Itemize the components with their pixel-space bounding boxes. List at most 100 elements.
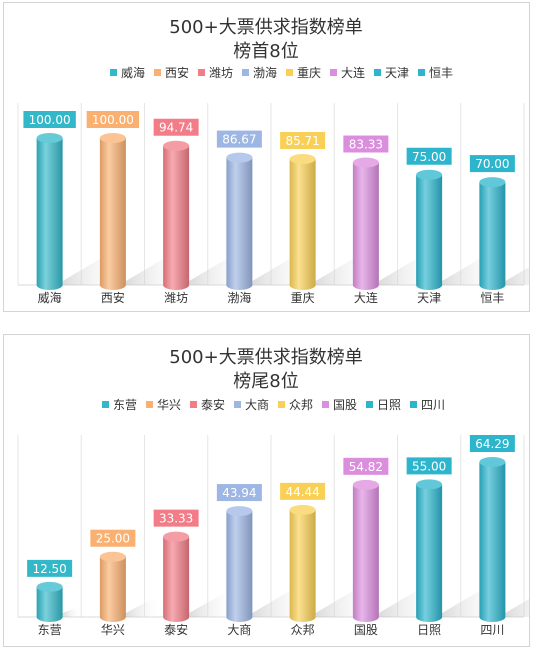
data-label-text: 75.00 (412, 150, 446, 164)
data-label-text: 70.00 (475, 157, 509, 171)
x-tick-label: 国股 (354, 623, 378, 637)
data-label-text: 94.74 (159, 121, 193, 135)
data-labels: 12.50 25.00 33.33 43.94 44.44 54.82 55.00 64.29 (27, 435, 515, 577)
legend-entry: 重庆 (297, 66, 321, 80)
data-label: 94.74 (153, 118, 199, 136)
x-tick-label: 大商 (227, 622, 251, 637)
legend-entry: 威海 (121, 65, 145, 80)
legend-entry: 大连 (341, 65, 365, 80)
chart-subtitle: 榜首8位 (233, 41, 298, 62)
bar (416, 479, 443, 622)
legend-entry: 众邦 (289, 398, 313, 412)
bar (226, 506, 253, 622)
legend-entry: 天津 (385, 66, 409, 80)
data-label-text: 44.44 (285, 485, 319, 499)
legend-swatch (146, 401, 153, 408)
legend: 威海 西安 潍坊 渤海 重庆 大连 天津 恒丰 (110, 65, 453, 80)
x-tick-label: 威海 (38, 290, 62, 305)
data-label: 85.71 (280, 132, 326, 150)
legend-entry: 潍坊 (209, 65, 233, 80)
bottom-chart-panel: 500+大票供求指数榜单 榜尾8位 东营 华兴 泰安 大商 众邦 国股 日照 四川 12.50… (3, 334, 530, 647)
x-tick-label: 大连 (354, 290, 378, 305)
legend-swatch (278, 401, 285, 408)
bar (479, 177, 506, 290)
legend-swatch (198, 69, 205, 76)
data-label: 44.44 (280, 482, 326, 500)
legend-swatch (286, 69, 293, 76)
bar (352, 157, 379, 290)
x-tick-label: 东营 (38, 623, 62, 637)
data-label-text: 25.00 (96, 532, 130, 546)
bar (99, 133, 126, 290)
legend-swatch (374, 69, 381, 76)
bar (99, 551, 126, 622)
x-tick-label: 西安 (101, 290, 125, 305)
x-tick-label: 恒丰 (480, 291, 504, 305)
data-label: 12.50 (27, 559, 73, 577)
data-label: 100.00 (86, 111, 140, 128)
x-tick-label: 华兴 (101, 623, 125, 637)
legend-swatch (366, 401, 373, 408)
legend-swatch (110, 69, 117, 76)
x-tick-label: 潍坊 (164, 290, 188, 305)
legend-entry: 大商 (245, 397, 269, 412)
x-tick-label: 重庆 (291, 291, 315, 305)
bar-shadow (505, 267, 529, 285)
legend-swatch (190, 401, 197, 408)
bar-shadow (189, 590, 238, 617)
legend-swatch (242, 69, 249, 76)
legend-swatch (410, 401, 417, 408)
legend-swatch (234, 401, 241, 408)
data-label: 54.82 (343, 457, 389, 475)
data-label: 86.67 (216, 130, 262, 148)
data-label: 25.00 (90, 529, 136, 547)
legend-entry: 渤海 (253, 65, 277, 80)
bar (416, 169, 443, 290)
data-label-text: 100.00 (29, 113, 71, 127)
legend-entry: 日照 (377, 398, 401, 412)
data-label-text: 64.29 (475, 437, 509, 451)
data-label: 70.00 (469, 155, 515, 173)
data-label-text: 86.67 (222, 133, 256, 147)
data-label-text: 12.50 (32, 562, 66, 576)
bar (36, 133, 63, 290)
data-label: 64.29 (469, 435, 515, 452)
data-label: 83.33 (343, 135, 389, 153)
legend-entry: 国股 (333, 398, 357, 412)
x-tick-label: 天津 (417, 291, 441, 305)
x-tick-label: 泰安 (164, 622, 188, 637)
bar-shadow (125, 597, 163, 617)
x-tick-labels: 威海 西安 潍坊 渤海 重庆 大连 天津 恒丰 (38, 290, 505, 305)
bar-shadow (505, 599, 529, 617)
legend-swatch (154, 69, 161, 76)
top-chart-panel: 500+大票供求指数榜单 榜首8位 威海 西安 潍坊 渤海 重庆 大连 天津 恒丰 100.0… (3, 2, 530, 312)
bar-shadow (62, 607, 81, 617)
legend-entry: 东营 (113, 398, 137, 412)
legend-swatch (330, 69, 337, 76)
legend-swatch (418, 69, 425, 76)
data-label: 43.94 (216, 484, 262, 502)
x-tick-label: 渤海 (227, 290, 251, 305)
chart-subtitle: 榜尾8位 (233, 371, 298, 392)
data-label-text: 33.33 (159, 512, 193, 526)
data-label-text: 54.82 (349, 460, 383, 474)
data-label-text: 85.71 (285, 134, 319, 148)
data-labels: 100.00 100.00 94.74 86.67 85.71 83.33 75.00 70.… (23, 111, 515, 173)
data-label: 55.00 (406, 457, 452, 475)
bar (36, 581, 63, 622)
x-tick-label: 四川 (480, 623, 504, 637)
legend-entry: 四川 (421, 398, 445, 412)
data-label: 100.00 (23, 111, 76, 128)
legend: 东营 华兴 泰安 大商 众邦 国股 日照 四川 (102, 397, 445, 412)
x-tick-label: 众邦 (291, 623, 315, 637)
bar (289, 504, 316, 622)
legend-entry: 泰安 (201, 397, 225, 412)
bar (352, 479, 379, 622)
grid (17, 103, 525, 286)
legend-swatch (102, 401, 109, 408)
top-chart-svg: 500+大票供求指数榜单 榜首8位 威海 西安 潍坊 渤海 重庆 大连 天津 恒丰 100.0… (17, 17, 529, 305)
data-label-text: 55.00 (412, 459, 446, 473)
data-label-text: 43.94 (222, 486, 256, 500)
data-label: 33.33 (153, 509, 199, 527)
bars (36, 457, 506, 622)
